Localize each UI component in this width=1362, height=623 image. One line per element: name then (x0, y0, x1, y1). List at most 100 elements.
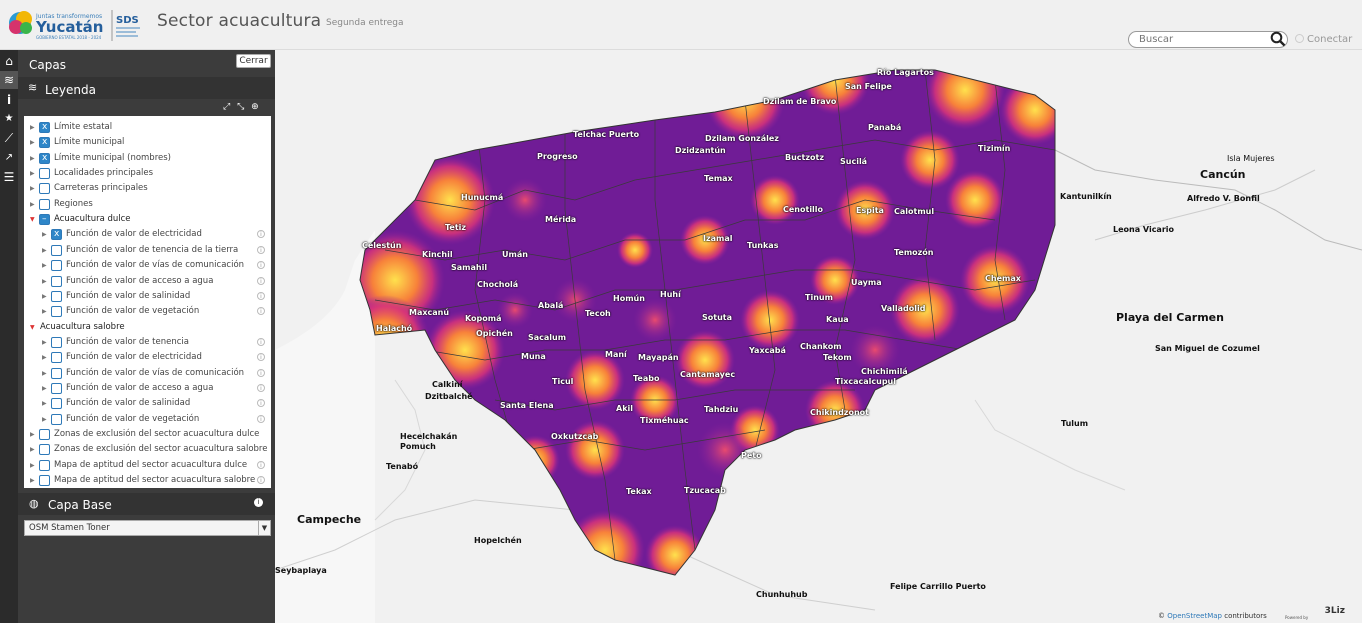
caret-right-icon[interactable]: ▶ (30, 185, 35, 193)
caret-right-icon[interactable]: ▶ (42, 354, 47, 362)
layer-checkbox[interactable] (39, 168, 50, 180)
layer-row[interactable]: ▶ Función de valor de electricidad i (24, 350, 271, 365)
layer-checkbox[interactable] (51, 398, 62, 410)
layer-checkbox[interactable] (39, 183, 50, 195)
layer-row[interactable]: ▶ Función de valor de acceso a agua i (24, 274, 271, 289)
caret-right-icon[interactable]: ▶ (42, 369, 47, 377)
layer-row[interactable]: ▶ Función de valor de vías de comunicació… (24, 366, 271, 381)
layer-checkbox[interactable] (39, 135, 50, 150)
layer-row[interactable]: ▶ Límite municipal (24, 135, 271, 150)
layer-checkbox[interactable] (39, 120, 50, 135)
layer-row[interactable]: ▶ Función de valor de electricidad i (24, 227, 271, 242)
info-icon[interactable]: i (257, 476, 265, 485)
layer-row[interactable]: ▶ Función de valor de salinidad i (24, 396, 271, 411)
caret-down-icon[interactable]: ▼ (30, 216, 35, 224)
layer-row[interactable]: ▶ Regiones (24, 197, 271, 212)
layer-checkbox[interactable] (51, 244, 62, 256)
layer-checkbox[interactable] (39, 212, 50, 227)
list-icon[interactable]: ☰ (3, 170, 15, 184)
caret-right-icon[interactable]: ▶ (42, 338, 47, 346)
layer-checkbox[interactable] (51, 306, 62, 318)
caret-right-icon[interactable]: ▶ (30, 446, 35, 454)
caret-right-icon[interactable]: ▶ (42, 246, 47, 254)
caret-right-icon[interactable]: ▶ (42, 231, 47, 239)
caret-right-icon[interactable]: ▶ (42, 415, 47, 423)
layer-row[interactable]: ▶ Función de valor de tenencia i (24, 335, 271, 350)
info-circle-icon[interactable]: i (254, 498, 263, 507)
layer-row[interactable]: ▶ Función de valor de vegetación i (24, 412, 271, 427)
layer-checkbox[interactable] (39, 475, 50, 487)
layer-checkbox[interactable] (51, 227, 62, 242)
info-icon[interactable]: i (257, 460, 265, 469)
layer-row[interactable]: ▶ Función de valor de vegetación i (24, 304, 271, 319)
caret-right-icon[interactable]: ▶ (42, 308, 47, 316)
layer-row[interactable]: ▶ Mapa de aptitud del sector acuacultura … (24, 458, 271, 473)
layer-checkbox[interactable] (39, 198, 50, 210)
info-icon[interactable]: i (257, 230, 265, 239)
info-icon[interactable]: i (257, 399, 265, 408)
home-icon[interactable]: ⌂ (5, 54, 13, 68)
layer-checkbox[interactable] (51, 367, 62, 379)
layer-checkbox[interactable] (39, 459, 50, 471)
osm-link[interactable]: OpenStreetMap (1167, 612, 1222, 620)
layer-row[interactable]: ▶ Límite municipal (nombres) (24, 151, 271, 166)
caret-right-icon[interactable]: ▶ (30, 170, 35, 178)
caret-right-icon[interactable]: ▶ (42, 277, 47, 285)
close-button[interactable]: Cerrar (236, 54, 271, 68)
caret-right-icon[interactable]: ▶ (30, 461, 35, 469)
info-icon[interactable]: i (6, 93, 12, 107)
caret-right-icon[interactable]: ▶ (42, 262, 47, 270)
info-icon[interactable]: i (257, 245, 265, 254)
zoom-layer-icon[interactable]: ⊕ (251, 102, 259, 112)
caret-right-icon[interactable]: ▶ (42, 400, 47, 408)
layers-icon[interactable]: ≋ (0, 71, 18, 89)
layer-row[interactable]: ▶ Zonas de exclusión del sector acuacultu… (24, 427, 271, 442)
info-icon[interactable]: i (257, 368, 265, 377)
basemap-select[interactable]: OSM Stamen Toner ▼ (24, 520, 271, 536)
layer-row[interactable]: ▼ Acuacultura dulce (24, 212, 271, 227)
info-icon[interactable]: i (257, 353, 265, 362)
info-icon[interactable]: i (257, 261, 265, 270)
share-icon[interactable]: ↗ (4, 152, 14, 163)
layer-checkbox[interactable] (51, 336, 62, 348)
layer-row[interactable]: ▶ Función de valor de tenencia de la tier… (24, 243, 271, 258)
layer-checkbox[interactable] (39, 444, 50, 456)
map-canvas[interactable]: Cancún Isla Mujeres Alfredo V. Bonfil Ka… (275, 50, 1362, 623)
layer-checkbox[interactable] (51, 413, 62, 425)
collapse-all-icon[interactable]: ⤡ (237, 102, 245, 112)
search-icon[interactable] (1270, 31, 1286, 47)
caret-right-icon[interactable]: ▶ (42, 292, 47, 300)
caret-right-icon[interactable]: ▶ (30, 200, 35, 208)
layer-checkbox[interactable] (51, 290, 62, 302)
layer-checkbox[interactable] (51, 275, 62, 287)
layer-row[interactable]: ▶ Límite estatal (24, 120, 271, 135)
layer-row[interactable]: ▶ Función de valor de salinidad i (24, 289, 271, 304)
caret-right-icon[interactable]: ▶ (42, 384, 47, 392)
layer-row[interactable]: ▶ Localidades principales (24, 166, 271, 181)
star-icon[interactable]: ★ (4, 113, 14, 124)
info-icon[interactable]: i (257, 307, 265, 316)
layer-row[interactable]: ▶ Función de valor de acceso a agua i (24, 381, 271, 396)
measure-icon[interactable]: ⟋ (4, 131, 14, 145)
expand-all-icon[interactable]: ⤢ (223, 102, 231, 112)
search-input[interactable] (1128, 31, 1288, 48)
caret-right-icon[interactable]: ▶ (30, 139, 35, 147)
connect-button[interactable]: Conectar (1295, 34, 1352, 45)
info-icon[interactable]: i (257, 383, 265, 392)
layer-checkbox[interactable] (51, 352, 62, 364)
layer-checkbox[interactable] (39, 429, 50, 440)
info-icon[interactable]: i (257, 276, 265, 285)
info-icon[interactable]: i (257, 414, 265, 423)
layer-row[interactable]: ▶ Zonas de exclusión del sector acuacultu… (24, 442, 271, 457)
caret-right-icon[interactable]: ▶ (30, 124, 35, 131)
caret-right-icon[interactable]: ▶ (30, 154, 35, 162)
info-icon[interactable]: i (257, 291, 265, 300)
caret-right-icon[interactable]: ▶ (30, 477, 35, 485)
layer-checkbox[interactable] (51, 260, 62, 272)
layer-checkbox[interactable] (51, 382, 62, 394)
caret-down-icon[interactable]: ▼ (30, 323, 35, 331)
layer-row[interactable]: ▶ Función de valor de vías de comunicació… (24, 258, 271, 273)
layer-row[interactable]: ▶ Carreteras principales (24, 181, 271, 196)
info-icon[interactable]: i (257, 337, 265, 346)
layer-row[interactable]: ▶ Mapa de aptitud del sector acuacultura … (24, 473, 271, 488)
